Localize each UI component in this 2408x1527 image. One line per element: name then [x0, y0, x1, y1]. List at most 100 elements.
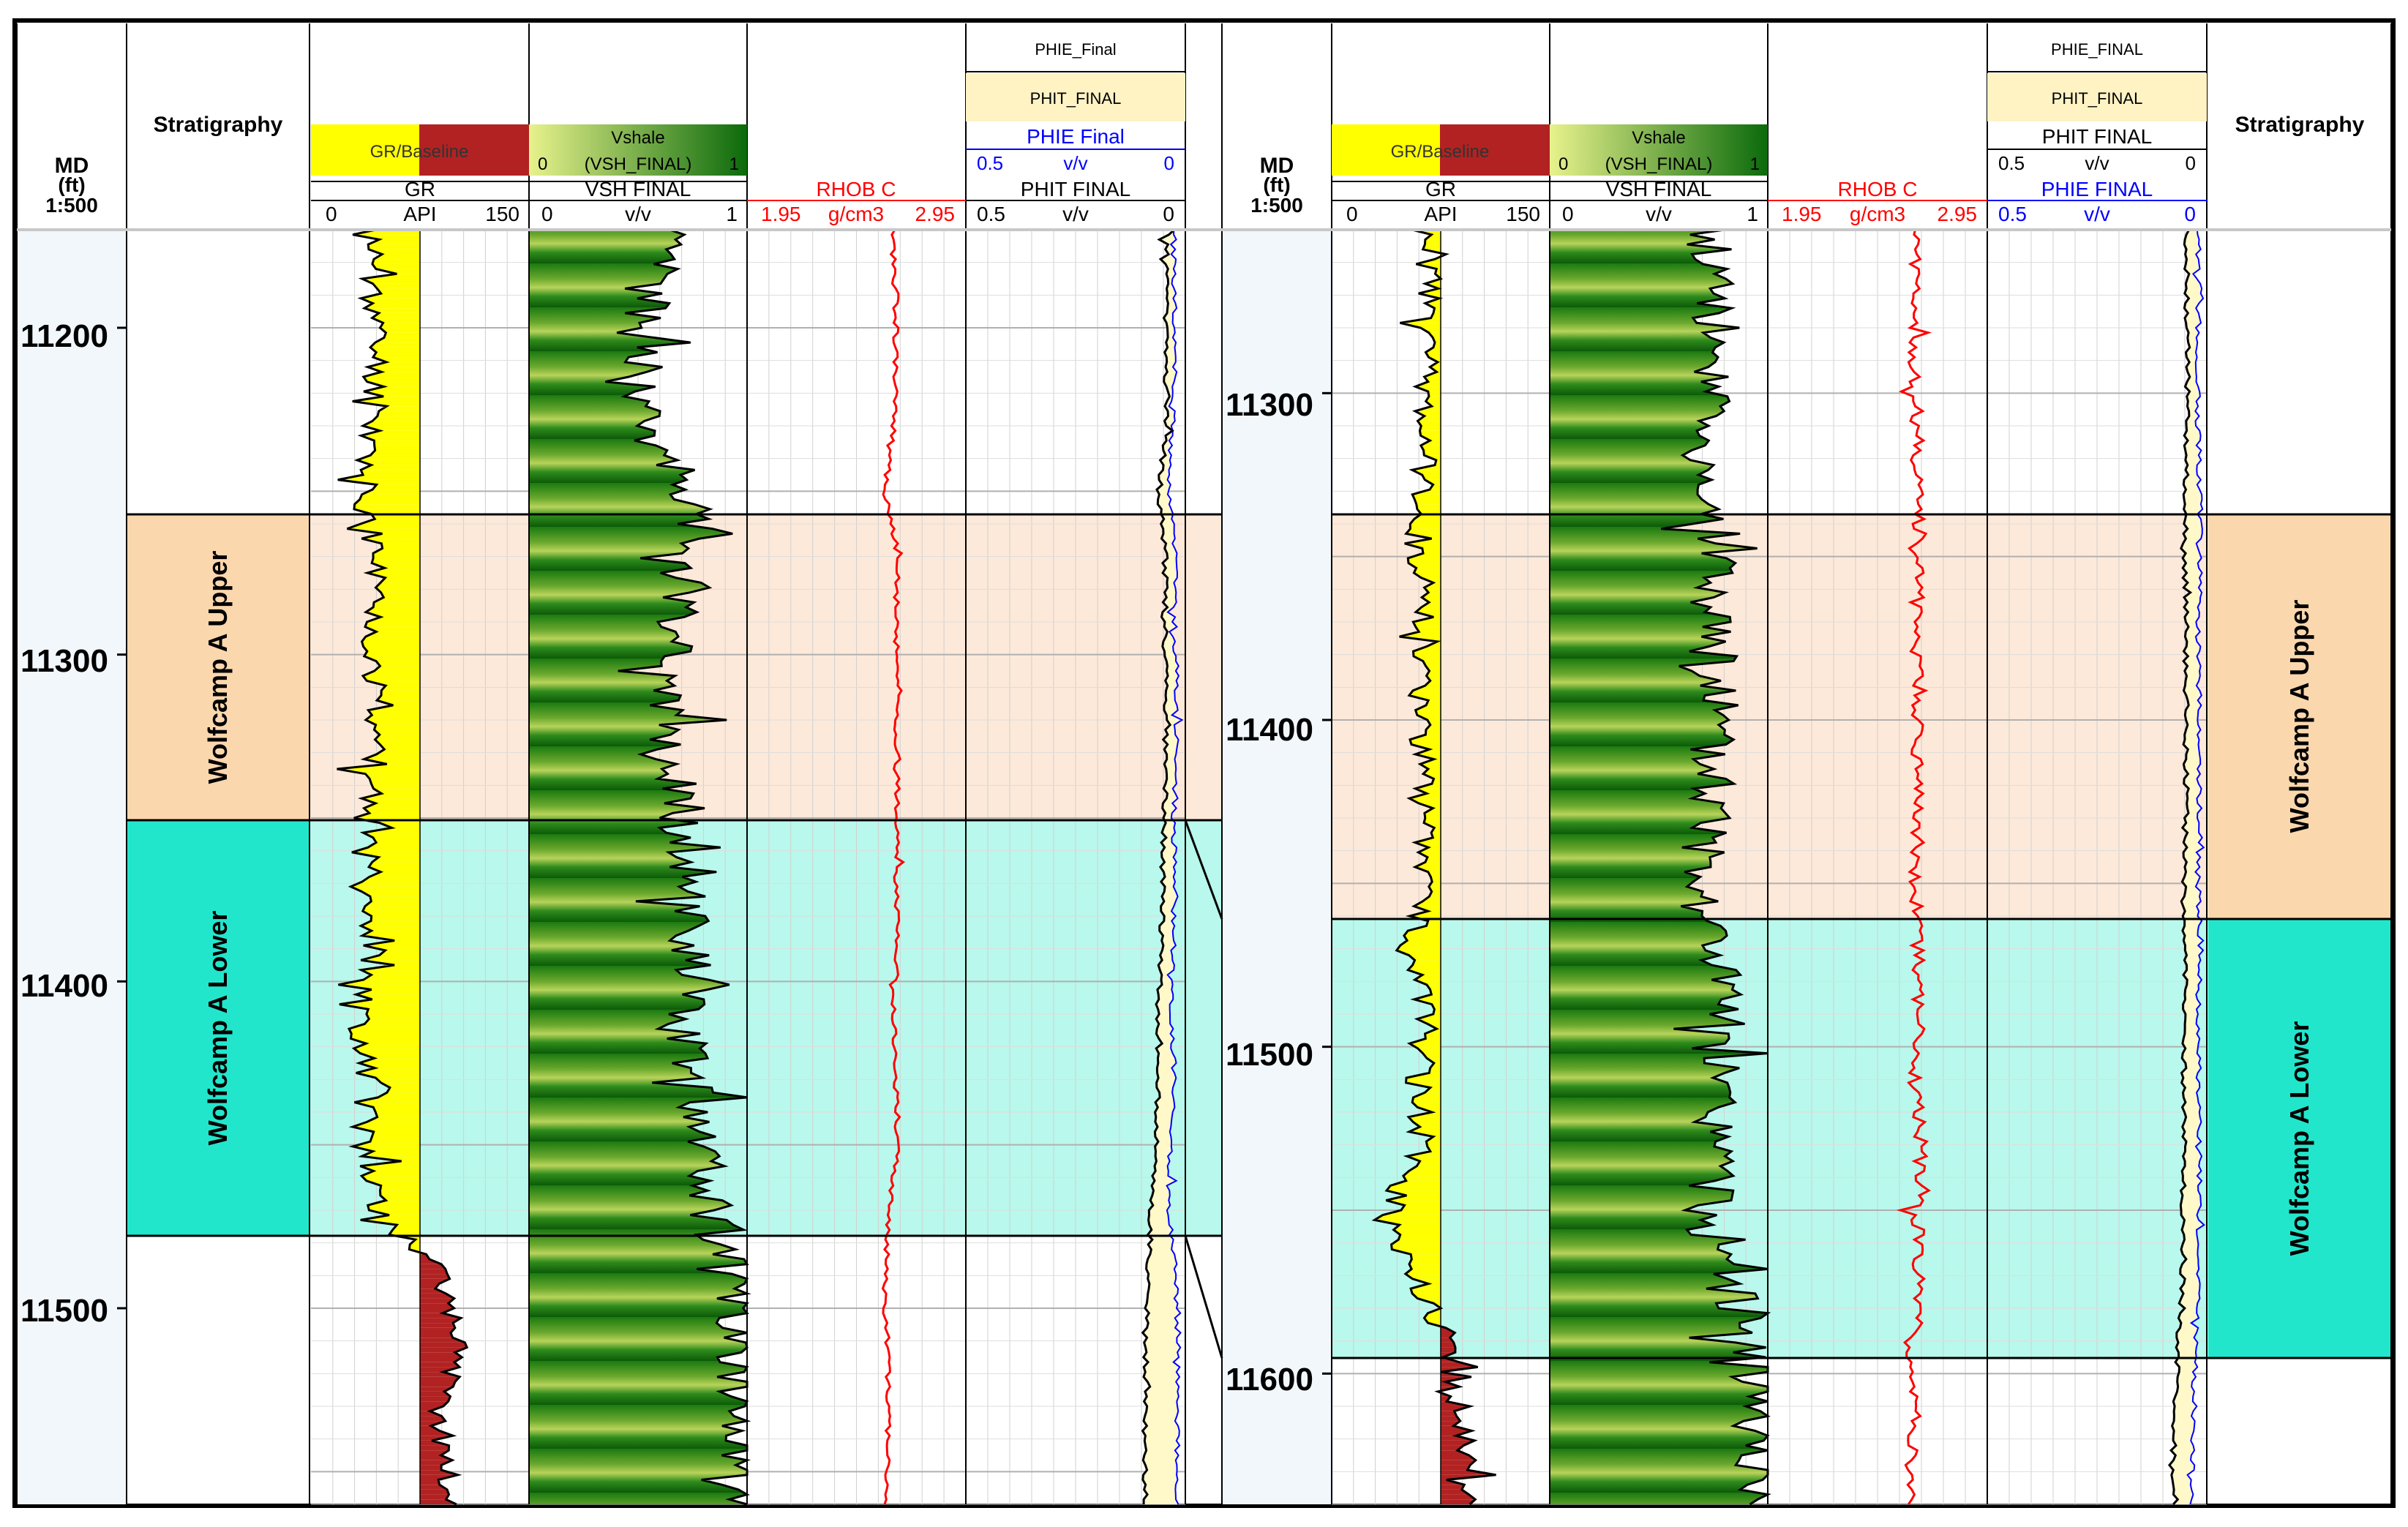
gr-fill-low	[1419, 764, 1441, 769]
gr-fill-low	[1428, 332, 1441, 338]
gr-fill-low	[1411, 1254, 1441, 1259]
gr-fill-low	[370, 450, 420, 456]
gr-fill-low	[1423, 450, 1441, 456]
zone-label-lower-left: Wolfcamp A Lower	[203, 911, 233, 1146]
depth-tick-label: 11400	[20, 968, 108, 1004]
gr-fill-low	[367, 842, 420, 848]
depth-track-bg	[17, 23, 127, 1504]
gr-fill-high	[420, 1323, 455, 1328]
gr-fill-low	[354, 499, 420, 505]
gr-fill-low	[372, 484, 420, 490]
gr-fill-low	[353, 1043, 420, 1048]
gr-fill-low	[347, 524, 420, 529]
gr-fill-low	[1393, 1225, 1441, 1230]
right-phit-fill-label: PHIT_FINAL	[2052, 89, 2143, 108]
gr-fill-low	[350, 886, 420, 892]
gr-fill-high	[420, 1401, 449, 1406]
gr-fill-low	[349, 1024, 420, 1029]
gr-name-right: GR	[1425, 178, 1456, 200]
gr-fill-high	[1441, 1342, 1455, 1348]
gr-fill-low	[375, 582, 420, 588]
gr-fill-low	[370, 778, 420, 784]
vshale-swatch-right	[1550, 124, 1768, 176]
gr-fill-high	[420, 1352, 462, 1357]
vsh-swatch-one-right: 1	[1750, 154, 1760, 174]
md-title-right: MD	[1260, 154, 1294, 178]
gr-fill-low	[1424, 1318, 1441, 1324]
gr-fill-low	[364, 651, 420, 656]
rhob-name-right: RHOB C	[1838, 178, 1918, 200]
gr-fill-high	[420, 1470, 458, 1475]
depth-tick-label-right: 11600	[1226, 1362, 1313, 1397]
gr-fill-low	[370, 347, 420, 353]
rhob-min: 1.95	[761, 203, 801, 225]
gr-fill-low	[1403, 935, 1441, 941]
gr-fill-low	[350, 882, 420, 887]
gr-fill-low	[1414, 499, 1441, 505]
gr-fill-low	[1411, 1288, 1441, 1294]
gr-fill-low	[1409, 1117, 1441, 1122]
gr-fill-low	[360, 519, 420, 524]
gr-fill-low	[1415, 867, 1441, 872]
gr-fill-low	[361, 798, 420, 803]
left-phit-fill-swatch	[966, 73, 1185, 121]
gr-fill-low	[1409, 955, 1441, 961]
gr-fill-low	[1415, 626, 1441, 632]
gr-fill-high	[1441, 1460, 1476, 1466]
gr-fill-low	[1411, 470, 1441, 475]
depth-tick-label: 11200	[20, 318, 108, 354]
gr-fill-low	[373, 1107, 420, 1112]
rhob-curve	[881, 229, 906, 1505]
gr-fill-high	[420, 1283, 440, 1289]
strat-zone-lower-right	[2208, 919, 2391, 1358]
gr-fill-low	[361, 877, 420, 882]
right-phit-max: 0	[2186, 152, 2196, 174]
gr-fill-low	[1406, 1156, 1441, 1161]
gr-fill-low	[1374, 1220, 1441, 1226]
gr-fill-low	[1410, 735, 1441, 740]
gr-fill-low	[1422, 244, 1441, 250]
gr-fill-low	[364, 759, 420, 765]
gr-fill-low	[368, 244, 420, 250]
gr-fill-low	[1405, 1274, 1441, 1279]
gr-fill-low	[338, 984, 420, 990]
gr-fill-low	[1387, 1185, 1441, 1191]
depth-tick-label: 11300	[20, 643, 108, 679]
gr-fill-low	[347, 528, 420, 534]
gr-fill-high	[1441, 1499, 1476, 1504]
gr-fill-low	[1425, 729, 1441, 735]
gr-fill-low	[1419, 426, 1441, 431]
md-scale-right: 1:500	[1250, 194, 1303, 217]
vsh-final-paren-right: (VSH_FINAL)	[1605, 154, 1713, 174]
gr-fill-low	[353, 1048, 420, 1054]
gr-fill-swatch-low	[311, 124, 419, 176]
gr-fill-high	[420, 1332, 453, 1338]
gr-fill-low	[380, 1185, 420, 1191]
gr-fill-low	[1412, 494, 1441, 500]
gr-fill-low	[1425, 239, 1441, 245]
gr-fill-low	[1412, 1102, 1441, 1108]
gr-fill-low	[1426, 671, 1441, 676]
gr-fill-low	[1422, 597, 1441, 603]
gr-fill-low	[367, 573, 420, 578]
gr-fill-low	[1408, 969, 1441, 975]
gr-fill-high	[420, 1318, 461, 1324]
gr-fill-low	[356, 989, 420, 995]
gr-fill-low	[367, 680, 420, 686]
depth-track-bg-right	[1222, 23, 1332, 1504]
gr-fill-low	[1413, 622, 1441, 627]
strat-zone-upper	[127, 514, 310, 820]
gr-fill-low	[365, 626, 420, 632]
gr-fill-low	[1425, 401, 1441, 407]
gr-fill-low	[1414, 656, 1441, 661]
gr-fill-low	[373, 788, 420, 794]
gr-fill-swatch-high	[419, 124, 529, 176]
rhob-name: RHOB C	[817, 178, 896, 200]
vsh-fill	[1550, 230, 1768, 1504]
gr-fill-low	[1415, 710, 1441, 716]
gr-fill-low	[1417, 1018, 1441, 1024]
gr-fill-low	[1408, 965, 1441, 970]
gr-fill-low	[368, 710, 420, 716]
strat-header: Stratigraphy	[154, 113, 283, 137]
gr-fill-low	[1409, 1038, 1441, 1044]
